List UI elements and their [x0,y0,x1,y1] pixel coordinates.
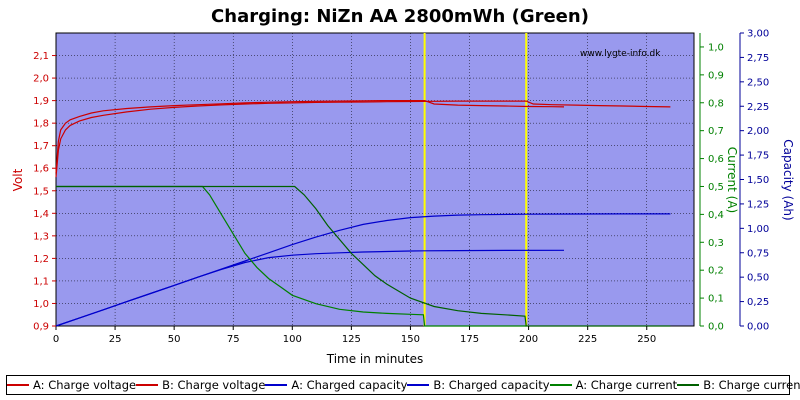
y-axis-label-current: Current (A) [725,147,739,213]
y-axis-volt: 0,9 1,0 1,1 1,2 1,3 1,4 1,5 1,6 1,7 1,8 1,9 2,0 2,1 [33,51,56,333]
grid [55,33,694,327]
y-left-tick-label: 2,1 [33,51,49,62]
y-right-capacity-tick-label: 2,25 [747,102,769,113]
y-axis-label-capacity: Capacity (Ah) [781,139,795,220]
legend-swatch [265,384,288,386]
x-tick-label: 250 [637,334,656,345]
x-axis: 0 25 50 75 100 125 150 175 200 225 250 [53,326,656,345]
legend-swatch [677,384,700,386]
y-right-capacity-tick-label: 3,00 [747,29,769,40]
legend-item: B: Charged capacity [407,378,550,392]
chart-title: Charging: NiZn AA 2800mWh (Green) [211,6,589,27]
legend-swatch [136,384,159,386]
series-line-a-charge-voltage [55,99,565,173]
x-tick-label: 175 [460,334,479,345]
series-line-b-charge-voltage [55,100,671,178]
y-axis-capacity: 0,00 0,25 0,50 0,75 1,00 1,25 1,50 1,75 2,00 2,25… [739,29,769,333]
legend-swatch [407,384,430,386]
x-tick-label: 100 [283,334,302,345]
y-right-capacity-tick-label: 2,00 [747,126,769,137]
y-left-tick-label: 1,7 [33,141,49,152]
y-right-current-tick-label: 0,0 [708,322,724,333]
y-right-current-tick-label: 0,4 [708,210,724,221]
y-right-capacity-tick-label: 1,75 [747,151,769,162]
watermark: www.lygte-info.dk [580,49,661,59]
legend-label: B: Charge voltage [162,378,266,392]
y-right-current-tick-label: 0,7 [708,126,724,137]
y-left-tick-label: 1,3 [33,231,49,242]
series-group [55,99,671,327]
legend-label: A: Charge voltage [33,378,137,392]
legend-item: A: Charged capacity [265,378,407,392]
x-tick-label: 25 [109,334,122,345]
y-left-tick-label: 2,0 [33,74,49,85]
legend: A: Charge voltage B: Charge voltage A: Cha… [6,375,800,395]
y-right-current-tick-label: 0,8 [708,98,724,109]
y-right-current-tick-label: 0,2 [708,266,724,277]
y-left-tick-label: 1,2 [33,254,49,265]
y-right-capacity-tick-label: 1,50 [747,175,769,186]
y-left-tick-label: 1,4 [33,209,49,220]
y-right-current-tick-label: 0,1 [708,294,724,305]
legend-label: B: Charged capacity [433,378,550,392]
x-tick-label: 50 [168,334,181,345]
x-tick-label: 150 [401,334,420,345]
x-tick-label: 200 [519,334,538,345]
y-left-tick-label: 0,9 [33,322,49,333]
y-right-current-tick-label: 0,9 [708,70,724,81]
series-line-a-charge-current [56,185,527,327]
series-line-b-charge-current [56,185,671,327]
marker-lines [423,33,528,326]
y-axis-current: 0,0 0,1 0,2 0,3 0,4 0,5 0,6 0,7 0,8 0,9 1,0 [699,33,724,333]
y-right-capacity-tick-label: 0,75 [747,248,769,259]
x-axis-label: Time in minutes [326,352,424,366]
series-line-b-charged-capacity [55,213,671,327]
plot-area [55,32,695,327]
x-tick-label: 225 [578,334,597,345]
x-tick-label: 0 [53,334,59,345]
legend-item: B: Charge voltage [136,378,265,392]
y-right-current-tick-label: 0,5 [708,182,724,193]
y-right-capacity-tick-label: 2,50 [747,77,769,88]
y-right-capacity-tick-label: 2,75 [747,53,769,64]
legend-item: B: Charge current [677,378,800,392]
legend-label: A: Charge current [575,378,678,392]
y-left-tick-label: 1,5 [33,186,49,197]
legend-item: A: Charge current [549,378,678,392]
y-axis-label-volt: Volt [11,168,25,191]
y-right-current-tick-label: 0,6 [708,154,724,165]
y-left-tick-label: 1,0 [33,299,49,310]
y-left-tick-label: 1,8 [33,119,49,130]
legend-label: A: Charged capacity [291,378,408,392]
y-right-capacity-tick-label: 0,25 [747,297,769,308]
y-right-capacity-tick-label: 0,00 [747,322,769,333]
y-right-capacity-tick-label: 1,25 [747,199,769,210]
x-tick-label: 125 [342,334,361,345]
y-left-tick-label: 1,9 [33,96,49,107]
legend-item: A: Charge voltage [7,378,136,392]
y-right-current-tick-label: 0,3 [708,238,724,249]
y-right-current-tick-label: 1,0 [708,42,724,53]
y-right-capacity-tick-label: 0,50 [747,273,769,284]
legend-swatch [549,384,572,386]
y-left-tick-label: 1,1 [33,276,49,287]
legend-label: B: Charge current [703,378,800,392]
y-left-tick-label: 1,6 [33,164,49,175]
y-right-capacity-tick-label: 1,00 [747,224,769,235]
legend-swatch [7,384,29,386]
x-tick-label: 75 [227,334,240,345]
